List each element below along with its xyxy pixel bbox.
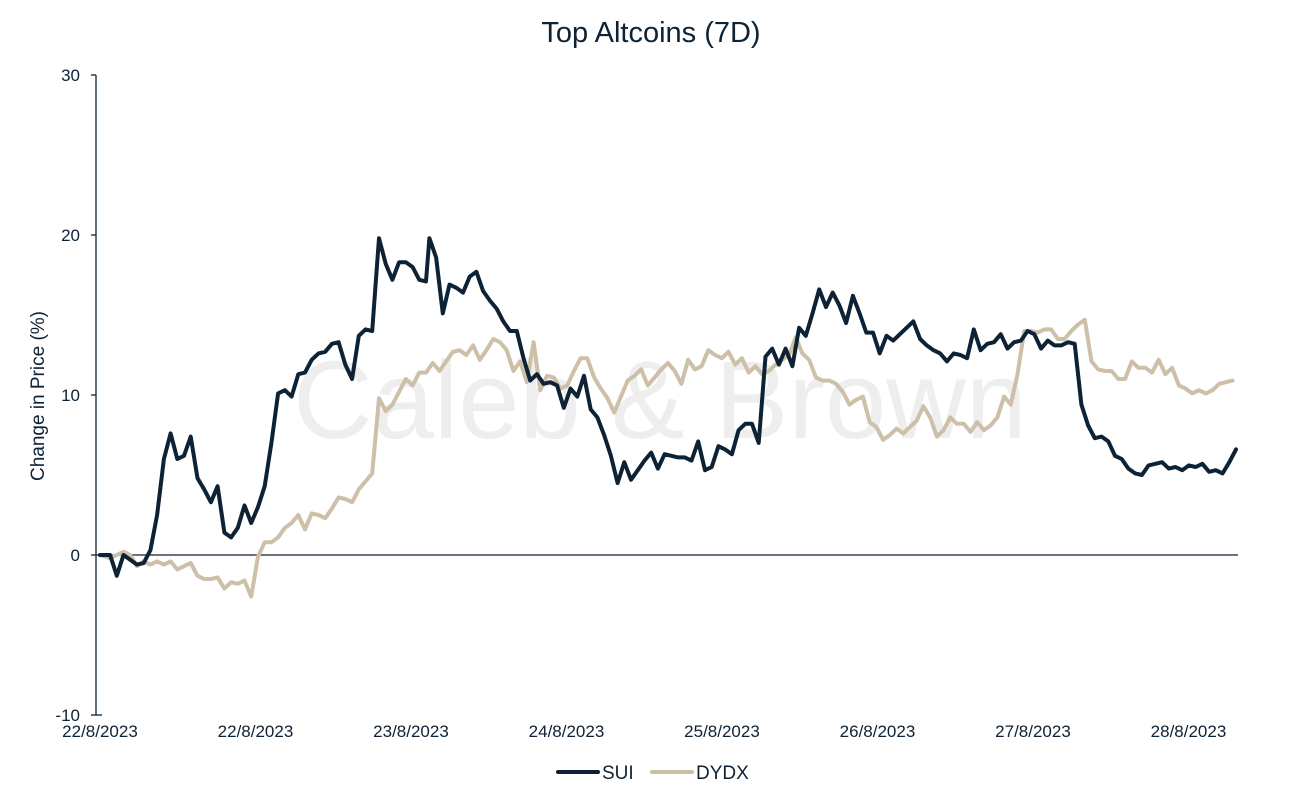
x-tick-label: 22/8/2023 xyxy=(218,722,294,741)
x-tick-label: 22/8/2023 xyxy=(62,722,138,741)
x-axis: 22/8/2023 22/8/2023 23/8/2023 24/8/2023 25/8… xyxy=(62,554,1238,741)
series-layer xyxy=(98,236,1238,599)
x-tick-label: 27/8/2023 xyxy=(995,722,1071,741)
watermark: Caleb & Brown xyxy=(293,339,1027,462)
y-tick-label: 20 xyxy=(61,226,80,245)
y-tick-label: 0 xyxy=(71,546,80,565)
legend: SUI DYDX xyxy=(556,763,749,784)
legend-label-dydx: DYDX xyxy=(696,763,749,784)
x-tick-label: 26/8/2023 xyxy=(840,722,916,741)
x-tick-label: 23/8/2023 xyxy=(373,722,449,741)
x-tick-label: 28/8/2023 xyxy=(1151,722,1227,741)
y-tick-label: 30 xyxy=(61,66,80,85)
legend-label-sui: SUI xyxy=(602,763,634,784)
y-tick-label: 10 xyxy=(61,386,80,405)
series-line-dydx xyxy=(98,317,1235,599)
y-axis-label: Change in Price (%) xyxy=(28,311,49,481)
y-axis: -10 0 10 20 30 xyxy=(55,66,97,725)
y-tick-label: -10 xyxy=(55,706,80,725)
x-tick-label: 24/8/2023 xyxy=(529,722,605,741)
x-tick-label: 25/8/2023 xyxy=(684,722,760,741)
series-line-sui xyxy=(98,236,1238,578)
chart-title: Top Altcoins (7D) xyxy=(541,17,760,49)
